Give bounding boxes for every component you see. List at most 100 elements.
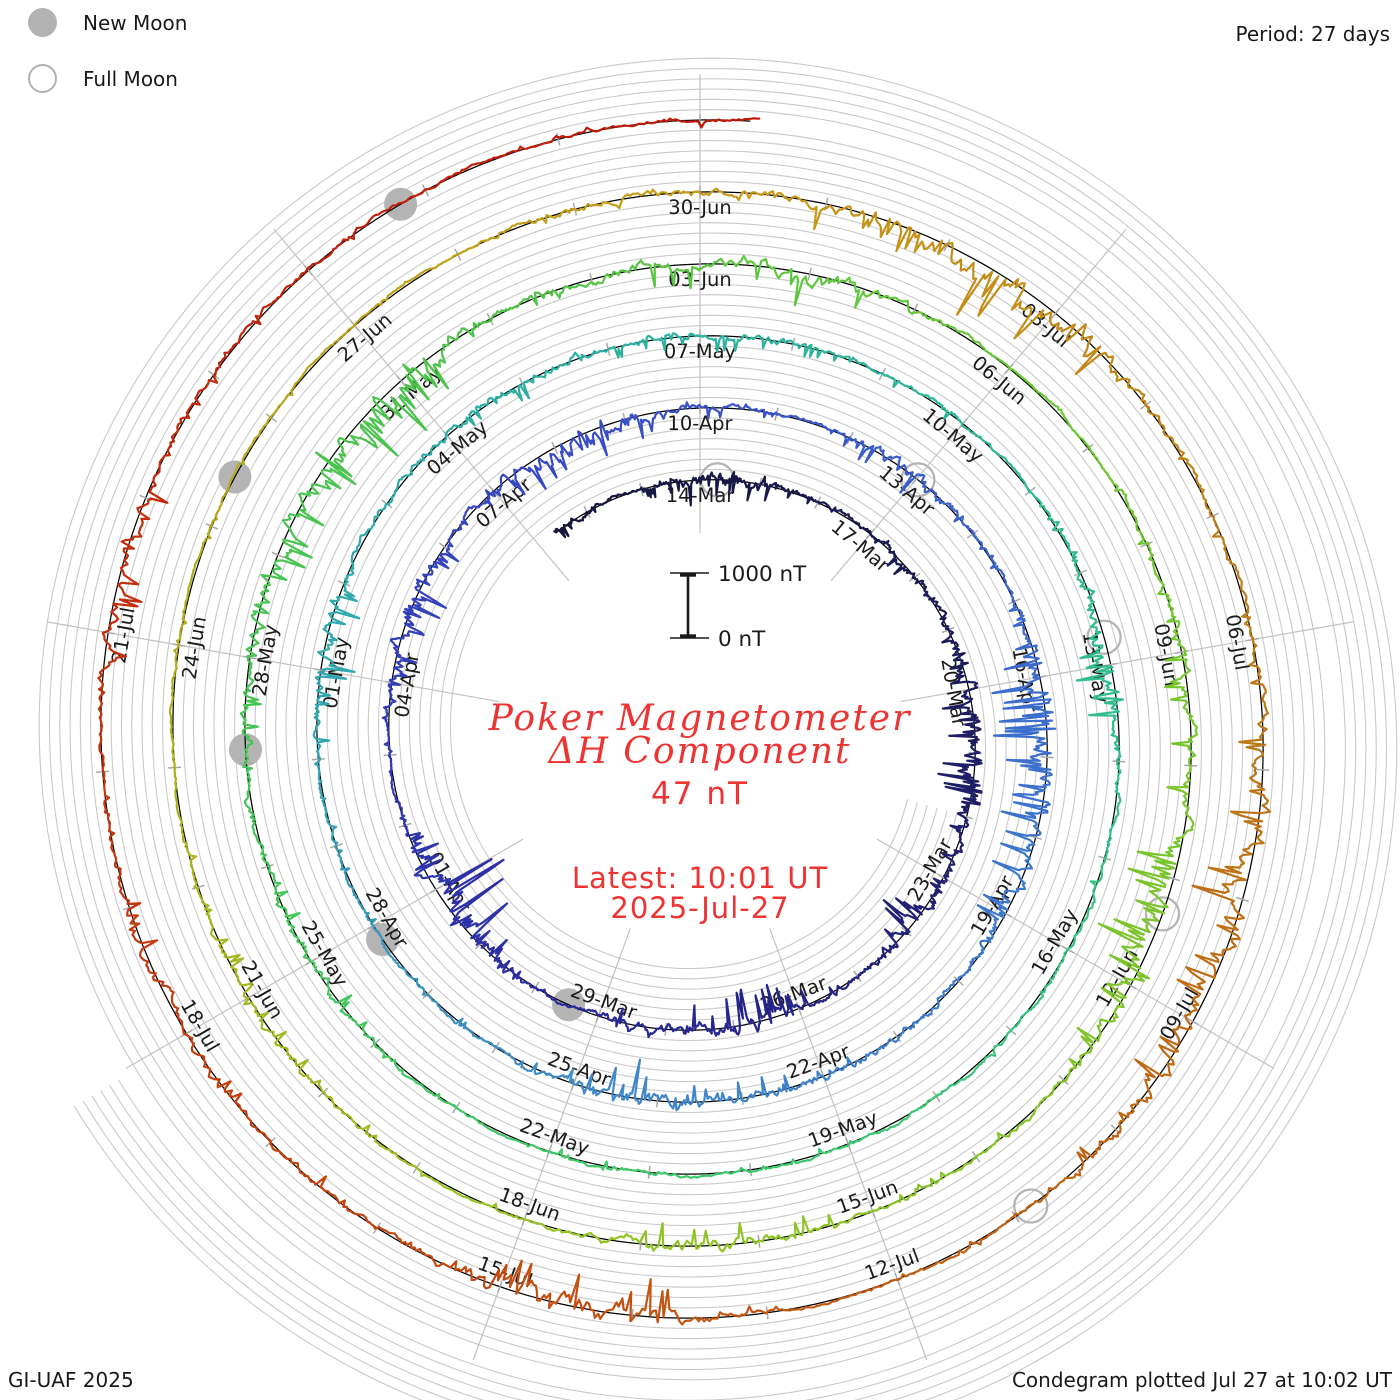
magnetometer-trace-segment	[1144, 402, 1215, 518]
day-tick	[1082, 443, 1094, 453]
magnetometer-trace-segment	[656, 1081, 745, 1112]
magnetometer-trace-segment	[243, 996, 326, 1094]
magnetometer-trace-segment	[882, 876, 948, 935]
magnetometer-trace-segment	[1009, 947, 1070, 1033]
grid-spiral-line	[79, 98, 1357, 1400]
magnetometer-trace-segment	[791, 341, 885, 376]
magnetometer-trace-segment	[374, 1226, 508, 1290]
magnetometer-trace-segment	[454, 1105, 552, 1153]
radial-grid-line	[46, 621, 500, 703]
magnetometer-trace-segment	[955, 904, 1006, 981]
new-moon-icon	[28, 8, 57, 37]
magnetometer-trace-segment	[629, 1278, 770, 1326]
magnetometer-trace-segment	[126, 902, 188, 1037]
day-tick	[180, 1029, 193, 1038]
magnetometer-trace-segment	[242, 761, 271, 869]
chart-title: Poker Magnetometer	[488, 698, 912, 739]
full-moon-marker	[900, 462, 936, 498]
magnetometer-trace-segment	[698, 334, 796, 353]
magnetometer-trace-segment	[317, 581, 361, 673]
magnetometer-trace-segment	[1191, 767, 1272, 894]
magnetometer-trace-segment	[846, 1094, 938, 1147]
magnetometer-trace-segment	[638, 1221, 762, 1253]
chart-subtitle: ΔH Component	[548, 731, 852, 772]
magnetometer-trace-segment	[312, 668, 347, 762]
magnetometer-trace-segment	[848, 436, 922, 494]
day-tick	[1167, 876, 1181, 882]
magnetometer-trace-segment	[934, 1028, 1013, 1098]
magnetometer-trace-segment	[1027, 489, 1081, 576]
magnetometer-trace-segment	[373, 1042, 459, 1110]
magnetometer-trace-segment	[756, 475, 820, 505]
magnetometer-trace-segment	[697, 117, 761, 129]
magnetometer-trace-segment	[585, 486, 643, 515]
full-moon-label: Full Moon	[83, 66, 178, 91]
magnetometer-trace-segment	[572, 188, 703, 212]
day-tick	[749, 1163, 753, 1177]
period-label: Period: 27 days	[1235, 22, 1390, 46]
magnetometer-trace-segment	[402, 318, 493, 401]
magnetometer-trace-segment	[822, 204, 951, 256]
magnetometer-trace-segment	[282, 451, 357, 569]
day-tick	[337, 580, 351, 587]
day-tick	[243, 655, 257, 660]
radial-grid-line	[830, 228, 1127, 582]
day-tick	[1058, 1074, 1069, 1085]
magnetometer-trace-segment	[941, 628, 979, 692]
magnetometer-trace-segment	[1062, 980, 1131, 1083]
magnetometer-trace-segment	[1136, 763, 1195, 880]
grid-spiral-line	[90, 109, 1346, 1400]
magnetometer-trace-segment	[455, 207, 578, 256]
full-moon-marker	[1086, 619, 1122, 655]
magnetometer-trace-segment	[422, 135, 561, 192]
magnetometer-trace-segment	[553, 511, 590, 539]
magnetometer-trace-segment	[384, 432, 448, 506]
magnetometer-trace-segment	[101, 497, 152, 635]
magnetometer-trace-segment	[870, 1154, 978, 1213]
day-tick	[1112, 760, 1126, 763]
magnetometer-trace-segment	[764, 1278, 900, 1315]
day-tick	[853, 970, 862, 983]
magnetometer-trace-segment	[388, 753, 407, 828]
magnetometer-trace-segment	[971, 532, 1016, 604]
scale-top-label: 1000 nT	[718, 562, 807, 587]
date-label: 25-Apr	[545, 1047, 615, 1091]
magnetometer-trace-segment	[403, 823, 452, 886]
magnetometer-trace-segment	[596, 1007, 668, 1039]
day-tick	[1236, 896, 1250, 903]
magnetometer-trace-segment	[414, 1165, 527, 1221]
magnetometer-trace-segment	[212, 266, 310, 378]
magnetometer-trace-segment	[775, 411, 852, 447]
day-tick	[496, 1280, 503, 1294]
magnetometer-trace-segment	[555, 117, 703, 139]
magnetometer-trace-segment	[697, 255, 810, 307]
full-moon-icon	[28, 64, 57, 93]
magnetometer-trace-segment	[1238, 637, 1269, 772]
day-tick	[1140, 541, 1153, 548]
magnetometer-trace-segment	[547, 1148, 651, 1176]
magnetometer-trace-segment	[1012, 1130, 1122, 1218]
day-tick	[442, 430, 453, 442]
magnetometer-trace-segment	[974, 1079, 1067, 1160]
magnetometer-trace-segment	[1209, 514, 1255, 642]
magnetometer-trace-segment	[245, 555, 306, 660]
magnetometer-trace-segment	[182, 1032, 272, 1145]
magnetometer-trace-segment	[314, 757, 339, 849]
magnetometer-trace-segment	[388, 607, 425, 686]
magnetometer-trace-segment	[269, 1139, 381, 1230]
baseline-spiral	[100, 119, 1264, 1319]
magnetometer-trace-segment	[480, 938, 538, 989]
magnetometer-trace-segment	[443, 858, 509, 946]
magnetometer-trace-segment	[639, 476, 702, 507]
date-label: 12-Jul	[862, 1244, 923, 1285]
day-tick	[892, 1030, 902, 1043]
day-tick	[271, 551, 285, 559]
day-tick	[311, 758, 325, 761]
day-tick	[1186, 1017, 1199, 1026]
day-tick	[795, 1002, 802, 1015]
magnetometer-trace-segment	[494, 1045, 576, 1086]
day-tick	[845, 1137, 852, 1151]
magnetometer-trace-segment	[1097, 867, 1170, 985]
magnetometer-trace-segment	[911, 576, 950, 632]
day-tick	[551, 441, 559, 454]
